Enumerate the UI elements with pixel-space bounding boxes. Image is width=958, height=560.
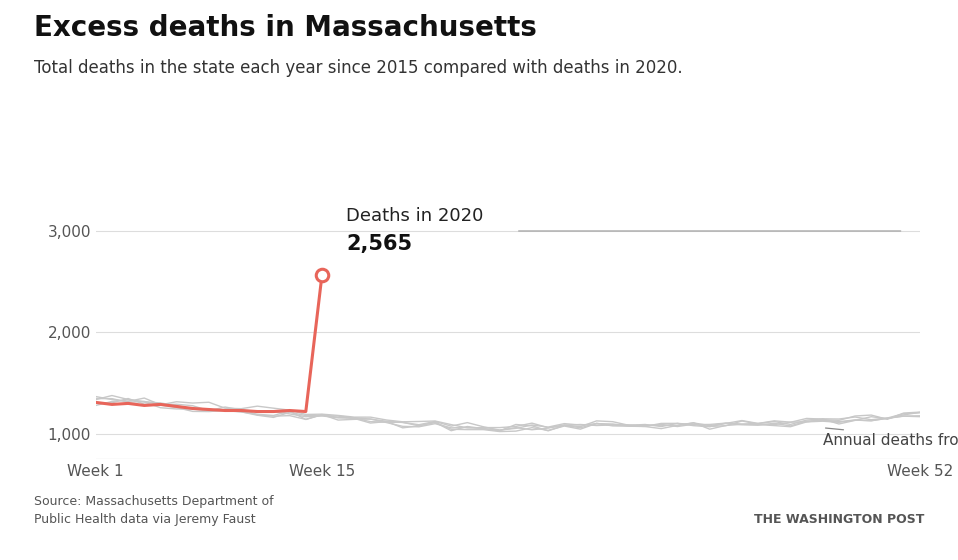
- Text: Annual deaths from 2015 to 2019: Annual deaths from 2015 to 2019: [823, 428, 958, 448]
- Text: Excess deaths in Massachusetts: Excess deaths in Massachusetts: [34, 14, 536, 42]
- Text: Deaths in 2020: Deaths in 2020: [346, 207, 484, 225]
- Text: THE WASHINGTON POST: THE WASHINGTON POST: [754, 514, 924, 526]
- Text: Source: Massachusetts Department of
Public Health data via Jeremy Faust: Source: Massachusetts Department of Publ…: [34, 496, 273, 526]
- Text: Total deaths in the state each year since 2015 compared with deaths in 2020.: Total deaths in the state each year sinc…: [34, 59, 682, 77]
- Text: 2,565: 2,565: [346, 234, 412, 254]
